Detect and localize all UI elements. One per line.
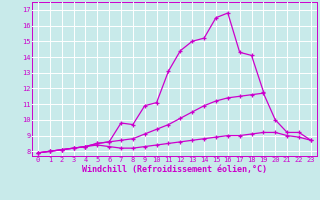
X-axis label: Windchill (Refroidissement éolien,°C): Windchill (Refroidissement éolien,°C) (82, 165, 267, 174)
